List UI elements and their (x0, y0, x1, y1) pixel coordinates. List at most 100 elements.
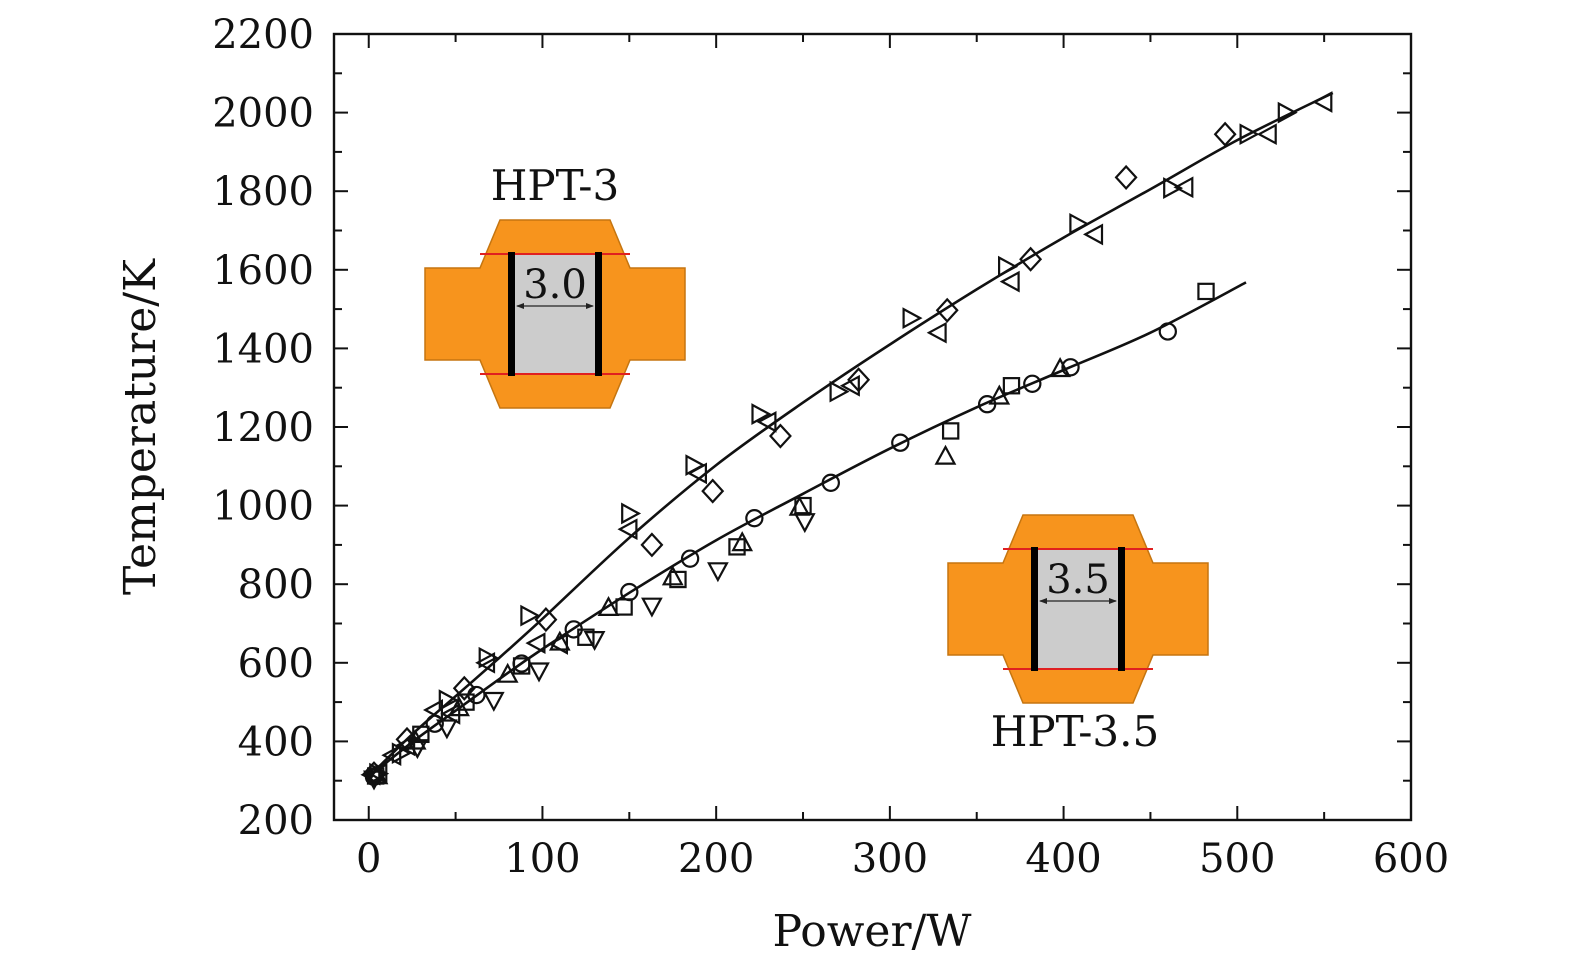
x-tick-label: 300 (852, 836, 928, 882)
data-point-diamond (1114, 164, 1138, 191)
data-point-triangle-right (997, 255, 1019, 278)
y-tick-label: 1000 (212, 484, 314, 530)
inset-diagram: 3.0 HPT-3 (424, 161, 686, 409)
data-point-triangle-right (438, 689, 459, 712)
y-axis-ticks: 200 400 600 800 1000 1200 1400 1600 1800 2000 2200 (212, 12, 1411, 844)
data-point-square (728, 538, 746, 556)
inset-dimension-label: 3.5 (1046, 557, 1110, 603)
inset-core (1034, 549, 1122, 669)
data-point-triangle-left (1082, 223, 1104, 246)
data-point-diamond (1019, 246, 1043, 272)
data-point-square (941, 422, 960, 440)
inset-arrow-left (1039, 598, 1047, 604)
data-point-diamond (701, 478, 725, 504)
y-axis-title: Temperature/K (115, 258, 166, 595)
data-point-triangle-up (988, 384, 1011, 405)
inset-wall-right (1118, 547, 1125, 671)
data-point-triangle-down (482, 691, 505, 712)
data-point-diamond (534, 606, 558, 633)
data-point-triangle-right (1163, 177, 1184, 199)
y-tick-label: 1800 (212, 169, 314, 215)
data-point-circle (891, 433, 910, 452)
data-point-square (669, 570, 687, 589)
data-point-triangle-down (406, 739, 429, 760)
data-markers (360, 91, 1333, 791)
data-point-circle (821, 473, 840, 492)
x-axis-ticks: 0 100 200 300 400 500 600 (356, 34, 1449, 882)
data-point-circle (425, 714, 444, 733)
data-point-triangle-right (621, 502, 642, 525)
data-point-triangle-down (793, 513, 816, 534)
data-point-triangle-left (548, 633, 569, 655)
data-point-circle (1061, 358, 1080, 377)
data-point-triangle-up (597, 596, 620, 617)
inset-title: HPT-3.5 (991, 707, 1159, 756)
fit-curve (367, 281, 1247, 778)
data-point-triangle-left (475, 651, 496, 674)
x-axis-title: Power/W (772, 906, 972, 957)
data-point-triangle-right (1239, 123, 1260, 146)
inset-diagram: 3.5 HPT-3.5 (947, 514, 1209, 756)
data-point-square (1002, 377, 1021, 395)
data-point-triangle-up (731, 531, 754, 552)
y-tick-label: 1200 (212, 405, 314, 451)
data-point-triangle-left (381, 744, 402, 767)
x-tick-label: 200 (678, 836, 754, 882)
inset-dimension-label: 3.0 (523, 262, 587, 308)
data-point-triangle-up (496, 662, 519, 683)
data-point-triangle-down (707, 562, 729, 583)
y-tick-label: 200 (238, 798, 314, 844)
data-point-circle (745, 509, 764, 528)
data-point-triangle-down (583, 630, 606, 651)
data-point-diamond (1213, 121, 1237, 147)
data-point-triangle-left (617, 518, 638, 541)
y-tick-label: 1400 (212, 326, 314, 372)
data-point-circle (1158, 322, 1177, 341)
data-point-triangle-left (423, 699, 443, 721)
data-point-triangle-left (926, 321, 947, 344)
data-point-diamond (452, 675, 476, 701)
inset-arrow-right (1109, 598, 1117, 604)
data-point-triangle-right (902, 307, 923, 330)
data-point-triangle-right (751, 403, 772, 425)
x-tick-label: 400 (1025, 836, 1101, 882)
data-point-triangle-left (367, 762, 388, 785)
inset-wall-left (508, 252, 515, 376)
data-point-triangle-right (1069, 212, 1090, 235)
data-point-triangle-down (528, 662, 550, 683)
inset-arrow-left (516, 303, 524, 309)
data-point-triangle-down (641, 597, 663, 618)
data-point-triangle-left (1256, 123, 1277, 146)
data-point-triangle-left (395, 734, 416, 757)
data-point-triangle-left (756, 411, 777, 433)
y-tick-label: 600 (238, 641, 314, 687)
x-tick-label: 0 (356, 836, 381, 882)
inset-core (511, 254, 599, 374)
data-point-diamond (640, 532, 664, 558)
y-tick-label: 2200 (212, 12, 314, 58)
data-point-triangle-up (661, 565, 684, 586)
insets: 3.0 HPT-3 3.5 HPT-3.5 (424, 161, 1209, 756)
data-point-square (615, 598, 633, 616)
y-tick-label: 2000 (212, 91, 314, 137)
data-point-diamond (935, 297, 959, 323)
x-tick-label: 100 (504, 836, 580, 882)
data-point-triangle-left (839, 374, 860, 397)
data-point-triangle-left (1173, 176, 1194, 199)
plot-frame (332, 32, 1413, 822)
data-point-circle (680, 549, 700, 568)
data-point-triangle-left (999, 270, 1020, 293)
y-tick-label: 400 (238, 719, 314, 765)
data-point-triangle-right (520, 604, 541, 627)
inset-wall-right (595, 252, 602, 376)
data-point-triangle-right (1277, 101, 1298, 124)
y-tick-label: 800 (238, 562, 314, 608)
y-tick-label: 1600 (212, 248, 314, 294)
inset-arrow-right (586, 303, 594, 309)
data-point-triangle-right (829, 380, 850, 403)
data-point-square (577, 628, 595, 646)
fit-curves (367, 91, 1334, 778)
data-point-triangle-down (436, 719, 458, 740)
inset-wall-left (1031, 547, 1038, 671)
